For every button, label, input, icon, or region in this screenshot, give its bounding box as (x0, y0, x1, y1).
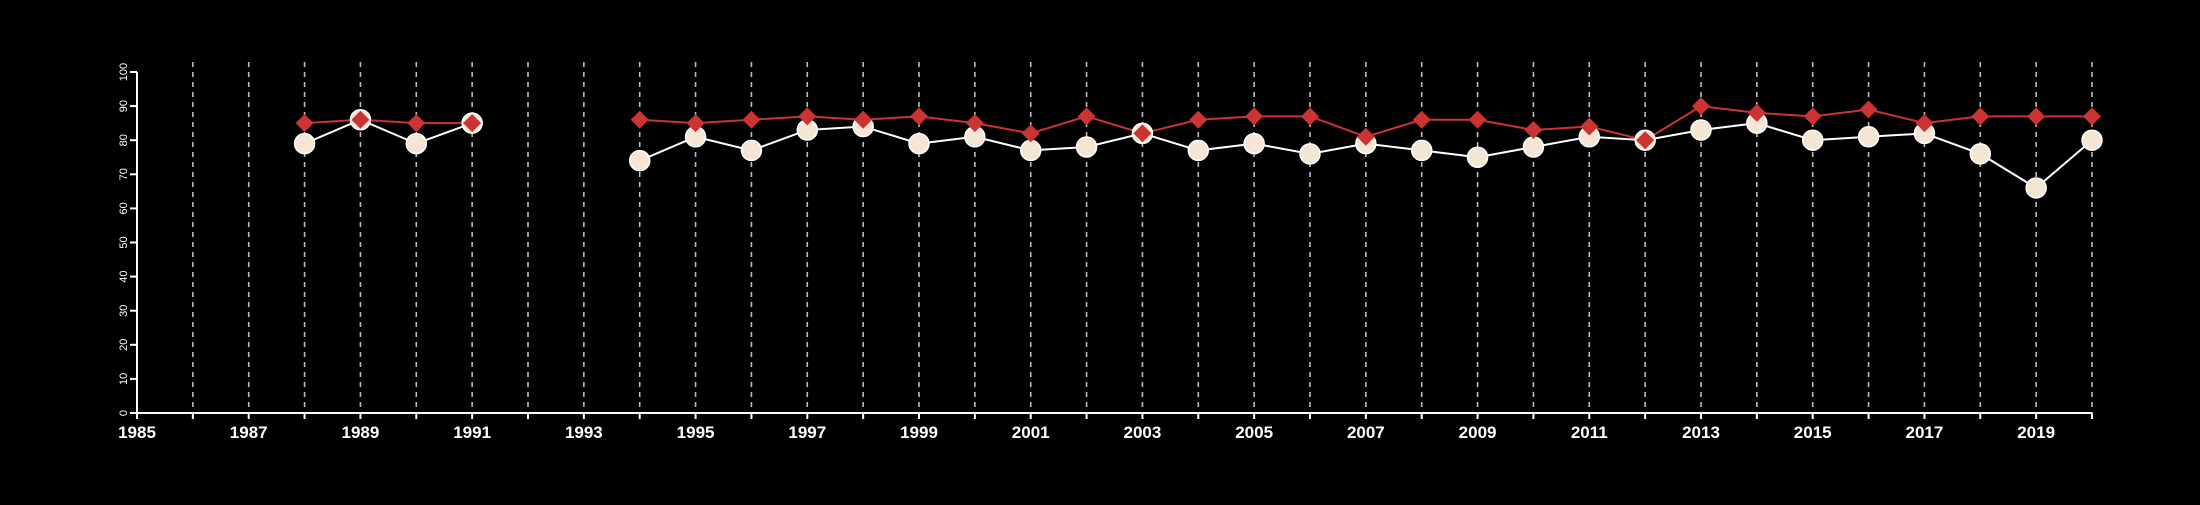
data-point-diamond (1747, 103, 1766, 122)
x-tick-label: 1987 (230, 423, 268, 442)
x-tick-label: 1997 (788, 423, 826, 442)
data-point-circle (1187, 139, 1210, 162)
data-point-diamond (2027, 107, 2046, 126)
data-point-diamond (1971, 107, 1990, 126)
data-point-diamond (1580, 117, 1599, 136)
series-line-circle (304, 118, 473, 145)
data-point-circle (1969, 143, 1992, 165)
data-point-circle (908, 132, 930, 155)
data-point-diamond (1468, 110, 1487, 129)
data-point-diamond (965, 114, 984, 133)
data-point-circle (628, 149, 651, 172)
data-point-diamond (742, 110, 761, 129)
data-point-circle (1410, 139, 1433, 162)
grid-layer (192, 62, 2093, 413)
data-point-diamond (1692, 97, 1710, 116)
y-tick-label: 80 (118, 134, 130, 146)
data-point-diamond (1245, 107, 1264, 126)
x-tick-label: 1985 (118, 423, 156, 442)
y-tick-label: 50 (118, 236, 130, 248)
data-point-circle (1522, 136, 1545, 158)
data-point-diamond (1803, 107, 1822, 126)
data-point-diamond (910, 107, 928, 126)
y-tick-label: 100 (118, 63, 130, 81)
y-tick-label: 40 (118, 270, 130, 282)
data-point-diamond (1915, 114, 1934, 133)
data-point-diamond (1021, 124, 1040, 143)
data-point-diamond (351, 110, 370, 129)
series-line-diamond (304, 118, 473, 125)
data-point-diamond (1356, 127, 1375, 146)
x-tick-label: 1995 (677, 423, 715, 442)
data-point-diamond (295, 114, 314, 133)
y-tick-label: 10 (118, 373, 130, 385)
data-point-circle (1857, 126, 1880, 148)
x-tick-label: 2015 (1794, 423, 1832, 442)
data-point-diamond (1636, 131, 1655, 150)
data-point-diamond (1133, 124, 1152, 143)
y-tick-label: 60 (118, 202, 130, 214)
data-point-circle (2081, 129, 2103, 151)
data-point-diamond (1301, 107, 1319, 126)
data-point-circle (1243, 132, 1265, 155)
y-tick-label: 30 (118, 305, 130, 317)
data-point-circle (1801, 129, 1824, 151)
data-point-diamond (686, 114, 705, 133)
x-tick-label: 1991 (453, 423, 491, 442)
data-point-diamond (1077, 107, 1096, 126)
data-point-diamond (854, 110, 873, 129)
data-point-diamond (1412, 110, 1431, 129)
data-point-diamond (407, 114, 426, 133)
data-point-circle (2025, 177, 2047, 199)
x-tick-label: 2003 (1124, 423, 1162, 442)
x-tick-label: 1993 (565, 423, 603, 442)
series-layer (293, 97, 2103, 199)
x-tick-label: 1989 (342, 423, 380, 442)
data-point-circle (1019, 139, 1042, 162)
data-point-diamond (1189, 110, 1208, 129)
data-point-diamond (1524, 120, 1543, 139)
x-tick-label: 2001 (1012, 423, 1050, 442)
y-tick-label: 70 (118, 168, 130, 180)
y-tick-label: 0 (118, 410, 130, 416)
data-point-diamond (630, 110, 649, 129)
x-tick-label: 2017 (1906, 423, 1944, 442)
data-point-circle (1299, 143, 1321, 165)
y-tick-label: 90 (118, 100, 130, 112)
data-point-circle (740, 139, 763, 162)
x-tick-label: 1999 (900, 423, 938, 442)
axes-layer: 0 10 20 30 40 50 60 70 80 90 100 1985 1987 1989 1991 19… (118, 63, 2093, 442)
x-tick-label: 2005 (1235, 423, 1273, 442)
data-point-circle (1075, 136, 1098, 158)
data-point-circle (1466, 146, 1489, 168)
data-point-diamond (2083, 107, 2101, 126)
data-point-diamond (1859, 100, 1878, 119)
data-point-diamond (798, 107, 817, 126)
data-point-circle (405, 132, 428, 155)
data-point-diamond (463, 114, 482, 133)
y-tick-label: 20 (118, 339, 130, 351)
x-tick-label: 2019 (2017, 423, 2055, 442)
x-tick-label: 2007 (1347, 423, 1385, 442)
x-tick-label: 2011 (1571, 423, 1608, 442)
data-point-circle (293, 132, 316, 155)
x-tick-label: 2009 (1459, 423, 1497, 442)
data-point-circle (1690, 119, 1712, 141)
x-tick-label: 2013 (1682, 423, 1720, 442)
